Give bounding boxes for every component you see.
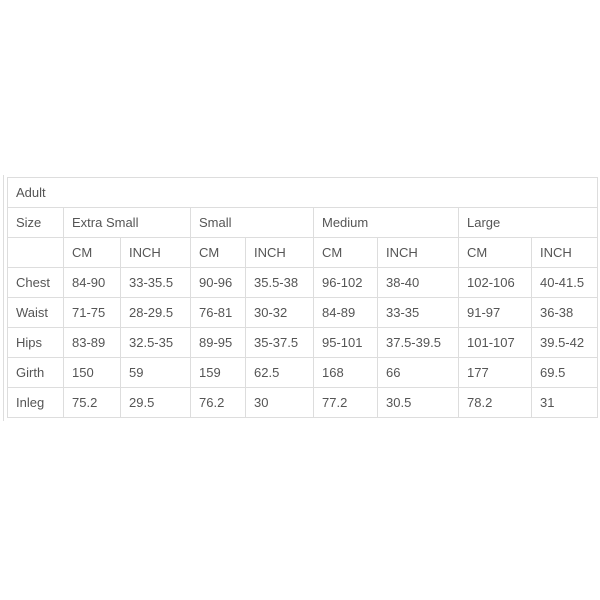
measurement-cell: 37.5-39.5: [377, 327, 459, 358]
table-row: Waist 71-75 28-29.5 76-81 30-32 84-89 33-35 91-…: [7, 297, 599, 328]
measurement-cell: 90-96: [190, 267, 246, 298]
measurement-cell: 30-32: [245, 297, 314, 328]
measurement-cell: 33-35: [377, 297, 459, 328]
measurement-cell: 33-35.5: [120, 267, 191, 298]
measurement-cell: 40-41.5: [530, 267, 599, 298]
measurement-cell: 35.5-38: [245, 267, 314, 298]
measurement-cell: 30.5: [377, 387, 459, 418]
size-header: Small: [190, 207, 314, 238]
measurement-cell: 71-75: [63, 297, 121, 328]
unit-header: CM: [458, 237, 532, 268]
unit-header: INCH: [120, 237, 191, 268]
size-header: Large: [457, 207, 599, 238]
size-label: Size: [7, 207, 64, 238]
measurement-cell: 101-107: [458, 327, 532, 358]
measurement-cell: 39.5-42: [530, 327, 599, 358]
unit-header: INCH: [530, 237, 599, 268]
empty-cell: [7, 237, 64, 268]
size-header: Extra Small: [63, 207, 191, 238]
measurement-cell: 66: [377, 357, 459, 388]
measurement-cell: 59: [120, 357, 191, 388]
unit-header: INCH: [245, 237, 314, 268]
measurement-cell: 62.5: [245, 357, 314, 388]
measurement-cell: 78.2: [458, 387, 532, 418]
measurement-cell: 35-37.5: [245, 327, 314, 358]
unit-header-row: CM INCH CM INCH CM INCH CM INCH: [7, 237, 599, 268]
table-row: Girth 150 59 159 62.5 168 66 177 69.5: [7, 357, 599, 388]
measurement-cell: 102-106: [458, 267, 532, 298]
row-label: Chest: [7, 267, 64, 298]
measurement-cell: 95-101: [313, 327, 378, 358]
row-label: Hips: [7, 327, 64, 358]
measurement-cell: 38-40: [377, 267, 459, 298]
measurement-cell: 83-89: [63, 327, 121, 358]
measurement-cell: 32.5-35: [120, 327, 191, 358]
measurement-cell: 76.2: [190, 387, 246, 418]
table-row: Hips 83-89 32.5-35 89-95 35-37.5 95-101 37.5-3…: [7, 327, 599, 358]
left-border: [3, 175, 4, 421]
unit-header: CM: [63, 237, 121, 268]
measurement-cell: 31: [530, 387, 599, 418]
table-row: Chest 84-90 33-35.5 90-96 35.5-38 96-102 38-40…: [7, 267, 599, 298]
measurement-cell: 84-89: [313, 297, 378, 328]
row-label: Girth: [7, 357, 64, 388]
measurement-cell: 75.2: [63, 387, 121, 418]
measurement-cell: 69.5: [530, 357, 599, 388]
measurement-cell: 77.2: [313, 387, 378, 418]
table-title: Adult: [6, 177, 599, 208]
measurement-cell: 28-29.5: [120, 297, 191, 328]
table-row: Inleg 75.2 29.5 76.2 30 77.2 30.5 78.2 31: [7, 387, 599, 418]
measurement-cell: 96-102: [313, 267, 378, 298]
unit-header: CM: [190, 237, 246, 268]
measurement-cell: 89-95: [190, 327, 246, 358]
unit-header: INCH: [377, 237, 459, 268]
measurement-cell: 30: [245, 387, 314, 418]
measurement-cell: 150: [63, 357, 121, 388]
measurement-cell: 168: [313, 357, 378, 388]
size-header-row: Size Extra Small Small Medium Large: [7, 207, 599, 238]
size-header: Medium: [313, 207, 459, 238]
measurement-cell: 76-81: [190, 297, 246, 328]
measurement-cell: 177: [458, 357, 532, 388]
measurement-cell: 159: [190, 357, 246, 388]
title-row: Adult: [6, 177, 599, 208]
measurement-cell: 84-90: [63, 267, 121, 298]
row-label: Inleg: [7, 387, 64, 418]
row-label: Waist: [7, 297, 64, 328]
measurement-cell: 91-97: [458, 297, 532, 328]
measurement-cell: 29.5: [120, 387, 191, 418]
unit-header: CM: [313, 237, 378, 268]
size-chart-table: Adult Size Extra Small Small Medium Larg…: [6, 177, 599, 418]
measurement-cell: 36-38: [530, 297, 599, 328]
